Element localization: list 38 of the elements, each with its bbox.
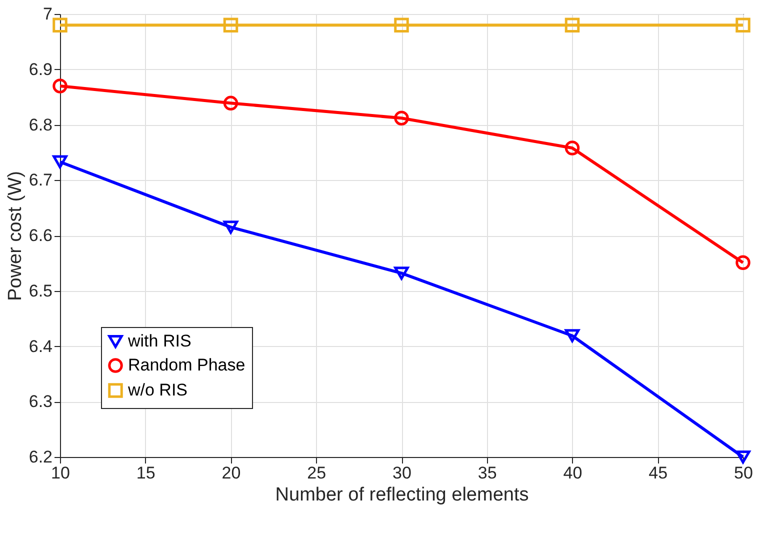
point <box>223 96 238 111</box>
point <box>223 220 238 234</box>
x-tick-label: 50 <box>734 464 753 482</box>
y-tick-label: 6.8 <box>28 115 52 134</box>
point <box>52 155 68 168</box>
x-tick-label: 45 <box>648 464 668 482</box>
point <box>736 18 750 32</box>
point <box>394 110 409 126</box>
y-tick-label: 6.2 <box>28 448 52 466</box>
x-tick-label: 25 <box>307 464 326 482</box>
y-tick-label: 6.5 <box>28 281 52 300</box>
point <box>52 18 68 32</box>
x-tick-label: 20 <box>222 464 241 482</box>
x-tick-label: 40 <box>563 464 582 482</box>
legend-label: w/o RIS <box>127 380 188 400</box>
point <box>394 266 409 280</box>
x-axis-title: Number of reflecting elements <box>275 484 529 506</box>
point <box>52 78 68 94</box>
legend-label: Random Phase <box>128 356 246 374</box>
y-tick-label: 6.9 <box>28 60 52 79</box>
point <box>736 450 750 464</box>
x-tick-label: 10 <box>51 464 70 482</box>
x-tick-label: 15 <box>136 464 156 482</box>
y-tick-label: 6.7 <box>28 170 52 190</box>
y-axis-title: Power cost (W) <box>4 171 26 301</box>
point <box>564 140 580 156</box>
y-tick-label: 6.6 <box>28 226 52 245</box>
point <box>564 329 580 342</box>
y-tick-label: 6.4 <box>28 336 52 356</box>
x-tick-label: 35 <box>478 464 497 482</box>
legend-label: with RIS <box>127 332 192 350</box>
point <box>564 18 580 32</box>
x-tick-label: 30 <box>392 464 412 482</box>
y-tick-label: 6.3 <box>28 392 52 412</box>
point <box>736 255 750 270</box>
y-tick-label: 7 <box>43 4 52 24</box>
point <box>394 18 409 32</box>
point <box>223 18 238 32</box>
